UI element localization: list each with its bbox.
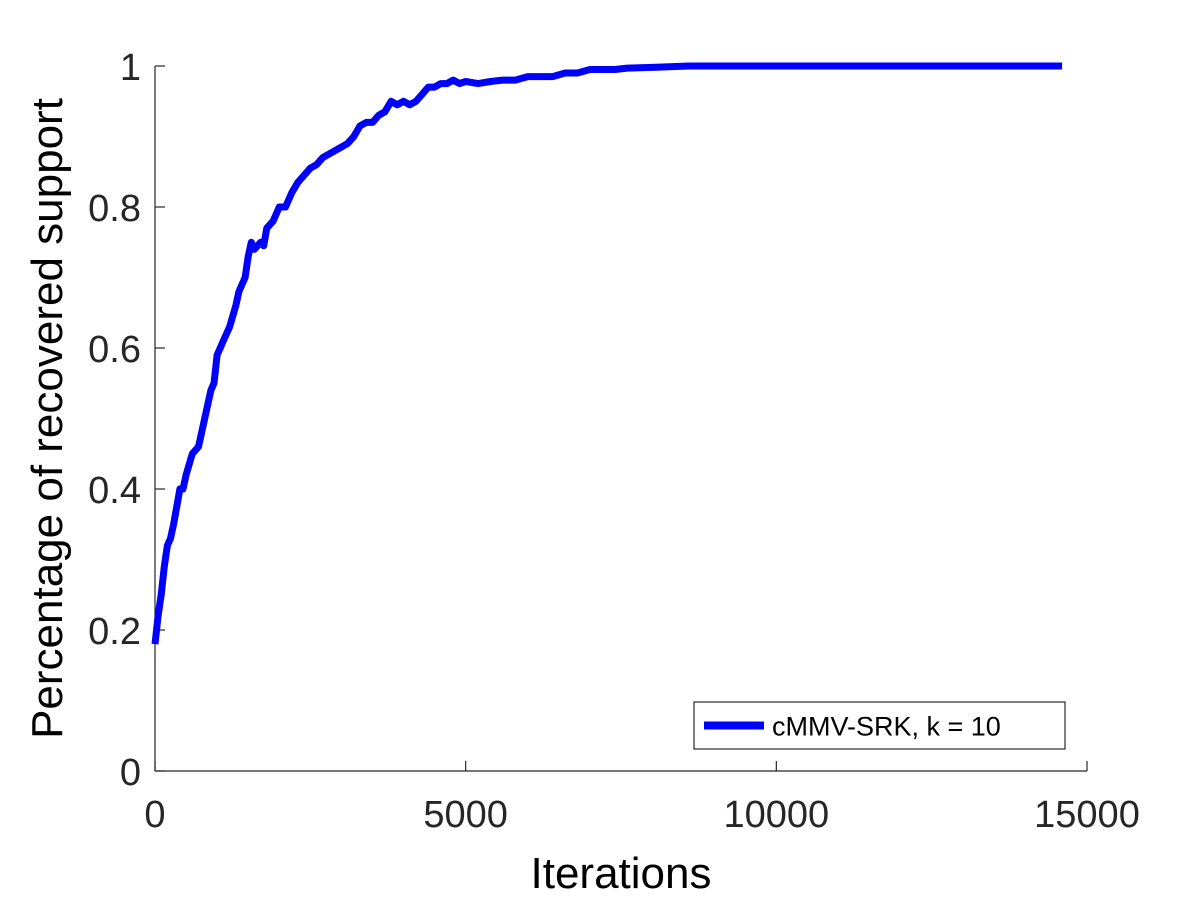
axes xyxy=(154,66,1087,772)
y-tick-label: 0.8 xyxy=(88,188,141,230)
x-tick-label: 0 xyxy=(144,794,165,836)
legend-label: cMMV-SRK, k = 10 xyxy=(772,712,1001,742)
x-tick-label: 10000 xyxy=(723,794,829,836)
x-axis-label: Iterations xyxy=(531,849,712,898)
y-tick-label: 0.4 xyxy=(88,470,141,512)
y-tick-label: 0.2 xyxy=(88,611,141,653)
series-line xyxy=(151,62,1063,645)
y-axis-label: Percentage of recovered support xyxy=(23,98,72,739)
legend: cMMV-SRK, k = 10 xyxy=(693,701,1066,750)
y-tick-label: 0 xyxy=(120,752,141,794)
y-tick-label: 0.6 xyxy=(88,329,141,371)
x-tick-label: 15000 xyxy=(1034,794,1140,836)
ticks: 0 5000 10000 15000 0 0.2 0.4 0.6 0.8 1 xyxy=(88,47,1140,836)
series-group xyxy=(151,62,1063,645)
y-tick-label: 1 xyxy=(120,47,141,89)
x-tick-label: 5000 xyxy=(423,794,508,836)
